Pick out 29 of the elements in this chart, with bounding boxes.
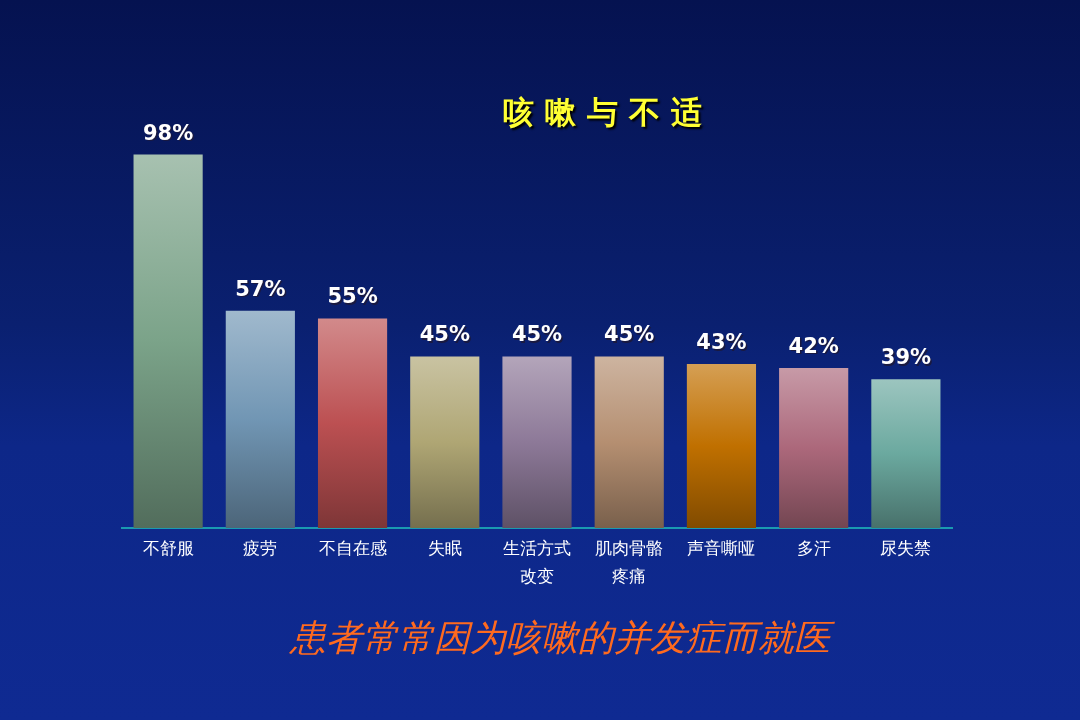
- x-tick-label: 失眠: [427, 538, 462, 559]
- bar: [779, 367, 849, 528]
- data-label: 57%: [235, 276, 286, 301]
- data-label: 43%: [696, 330, 747, 355]
- data-label: 98%: [142, 120, 194, 145]
- chart-title: 咳嗽与不适: [502, 93, 714, 132]
- x-tick-label: 声音嘶哑: [687, 538, 756, 559]
- bar: [410, 356, 480, 528]
- bar: [594, 356, 664, 528]
- data-label: 55%: [327, 284, 378, 309]
- x-tick-label: 肌肉骨骼疼痛: [595, 538, 664, 587]
- data-label: 45%: [604, 322, 655, 347]
- x-tick-label: 生活方式改变: [503, 538, 571, 587]
- bar: [133, 154, 203, 528]
- bar: [686, 364, 757, 528]
- data-label: 39%: [880, 345, 932, 370]
- bar: [871, 379, 941, 528]
- bar: [225, 310, 295, 528]
- text: 患者常常因为咳嗽的并发症而就医: [288, 616, 836, 660]
- x-tick-label: 尿失禁: [880, 538, 932, 559]
- bar: [502, 356, 572, 528]
- data-label: 45%: [419, 322, 470, 347]
- bar: [317, 318, 388, 528]
- x-tick-label: 不自在感: [318, 538, 387, 559]
- x-tick-label: 多汗: [796, 538, 831, 559]
- data-label: 42%: [788, 333, 839, 358]
- data-label: 45%: [511, 322, 563, 347]
- x-tick-label: 不舒服: [142, 538, 194, 559]
- x-tick-label: 疲劳: [243, 538, 278, 559]
